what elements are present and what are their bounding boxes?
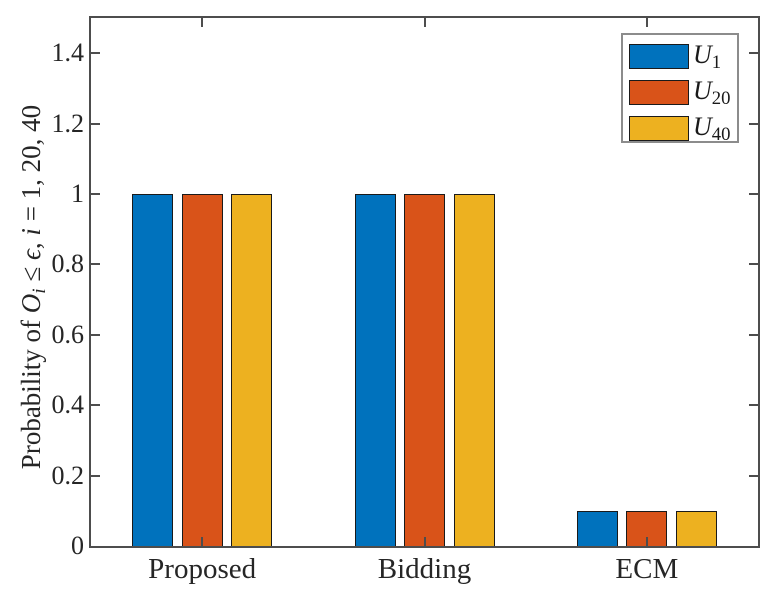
x-tick-mark-top	[423, 18, 426, 27]
y-tick-mark-left	[91, 193, 100, 195]
y-tick-label: 0.6	[51, 319, 85, 349]
legend-swatch-U40	[629, 116, 689, 141]
y-tick-mark-left	[91, 263, 100, 266]
y-tick-label: 1.2	[51, 108, 85, 138]
y-tick-mark-left	[91, 333, 100, 336]
y-tick-mark-right	[749, 333, 758, 336]
bar-U20-proposed	[181, 194, 223, 546]
x-tick-mark-bottom	[423, 537, 426, 546]
y-tick-mark-right	[749, 474, 758, 477]
bar-U20-bidding	[404, 194, 445, 546]
x-tick-label: Proposed	[148, 553, 257, 585]
y-tick-label: 0.4	[51, 390, 85, 420]
bar-U1-ecm	[576, 510, 618, 546]
y-tick-mark-right	[749, 193, 758, 195]
x-tick-mark-top	[201, 18, 204, 27]
y-tick-label: 0.2	[51, 460, 85, 490]
y-tick-label: 0	[71, 531, 84, 560]
bar-U40-bidding	[453, 194, 495, 546]
legend-label-U20: U20	[693, 76, 731, 109]
y-tick-mark-left	[91, 474, 100, 477]
legend: U1 U20 U40	[621, 33, 739, 145]
y-tick-mark-right	[749, 404, 758, 407]
legend-swatch-U20	[629, 80, 689, 105]
y-tick-label: 1.4	[51, 38, 85, 68]
legend-swatch-U1	[629, 44, 689, 69]
x-tick-mark-top	[645, 18, 648, 27]
y-tick-mark-left	[91, 122, 100, 125]
y-tick-label: 0.8	[51, 249, 85, 279]
y-tick-mark-right	[749, 52, 758, 55]
y-tick-mark-left	[91, 52, 100, 55]
bar-U40-ecm	[675, 510, 717, 546]
bar-U40-proposed	[231, 194, 273, 546]
y-tick-mark-left	[91, 404, 100, 407]
y-tick-mark-right	[749, 263, 758, 266]
y-tick-mark-right	[749, 122, 758, 125]
x-tick-mark-bottom	[645, 537, 648, 546]
bar-U1-bidding	[354, 194, 396, 546]
x-tick-label: Bidding	[377, 553, 472, 585]
legend-label-U40: U40	[693, 112, 731, 145]
y-tick-label: 1	[71, 179, 84, 208]
legend-label-U1: U1	[693, 40, 722, 73]
x-tick-mark-bottom	[201, 537, 204, 546]
bar-U1-proposed	[132, 194, 174, 546]
x-tick-label: ECM	[615, 553, 679, 585]
